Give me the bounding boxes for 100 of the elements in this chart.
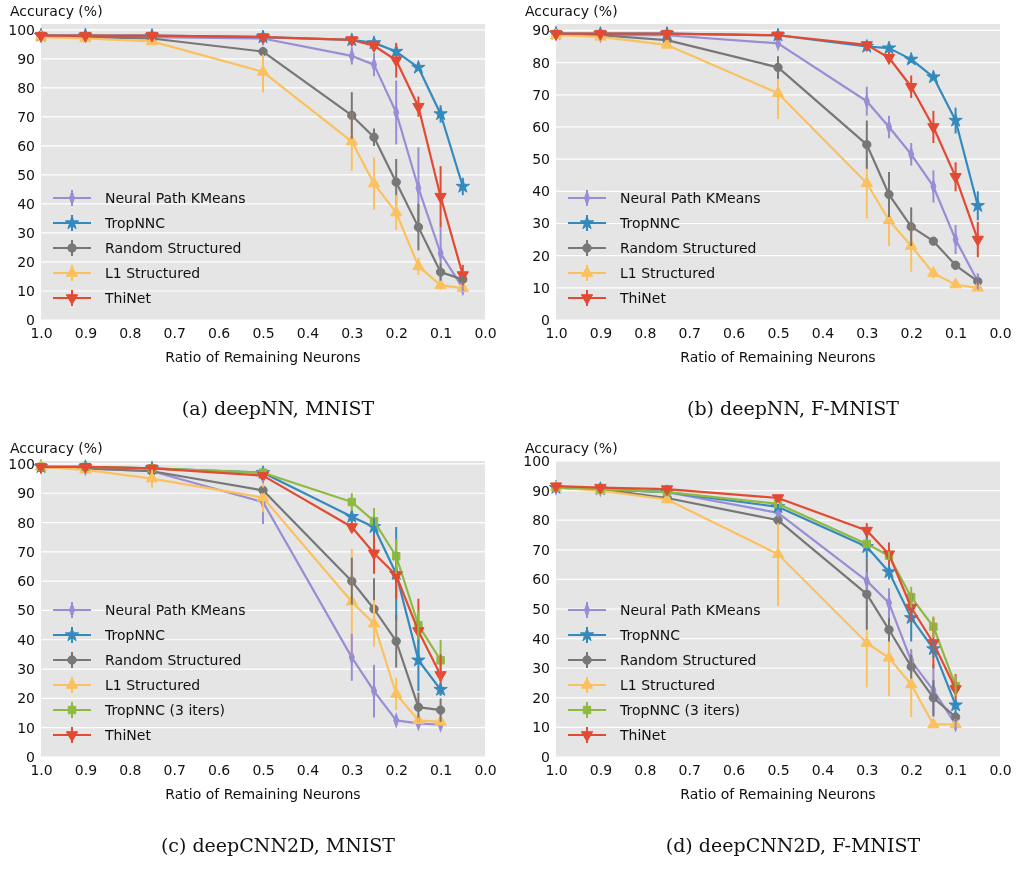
y-tick-label: 80 [532, 512, 550, 529]
x-tick-label: 0.1 [429, 761, 453, 778]
x-tick-label: 0.0 [474, 324, 497, 341]
x-axis-title: Ratio of Remaining Neurons [165, 349, 361, 365]
legend-label: L1 Structured [620, 265, 716, 281]
legend-label: TropNNC [104, 627, 166, 643]
y-tick-label: 70 [17, 543, 35, 560]
y-axis-title: Accuracy (%) [10, 440, 103, 456]
y-tick-label: 30 [17, 661, 35, 678]
x-tick-label: 0.8 [119, 324, 142, 341]
text: (c) deepCNN2D, MNIST [160, 834, 396, 856]
x-axis-title: Ratio of Remaining Neurons [680, 349, 876, 365]
legend-label: TropNNC [104, 215, 166, 231]
x-tick-label: 0.7 [163, 761, 186, 778]
y-axis-title: Accuracy (%) [10, 3, 103, 19]
y-tick-label: 40 [17, 631, 35, 648]
x-tick-label: 0.6 [207, 324, 231, 341]
legend-label: ThiNet [104, 290, 152, 306]
x-axis-title: Ratio of Remaining Neurons [165, 786, 361, 802]
x-tick-label: 0.2 [385, 324, 408, 341]
x-tick-label: 0.1 [944, 324, 968, 341]
text: (a) deepNN, MNIST [181, 397, 375, 419]
x-tick-label: 0.3 [856, 324, 879, 341]
y-tick-label: 60 [17, 137, 35, 154]
y-tick-label: 10 [17, 719, 35, 736]
y-tick-label: 90 [17, 485, 35, 502]
y-tick-label: 10 [532, 279, 550, 296]
x-tick-label: 0.2 [900, 324, 923, 341]
legend-label: L1 Structured [620, 677, 716, 693]
legend-label: Neural Path KMeans [620, 602, 761, 618]
y-tick-label: 100 [8, 21, 35, 38]
legend-label: L1 Structured [105, 677, 201, 693]
y-tick-label: 80 [17, 79, 35, 96]
legend-label: TropNNC [619, 627, 681, 643]
y-tick-label: 80 [532, 54, 550, 71]
y-tick-label: 30 [532, 215, 550, 232]
x-tick-label: 0.5 [252, 324, 275, 341]
legend-label: Random Structured [105, 652, 242, 668]
x-tick-label: 0.4 [296, 761, 320, 778]
y-tick-label: 80 [17, 514, 35, 531]
x-tick-label: 0.4 [811, 324, 835, 341]
y-tick-label: 20 [17, 690, 35, 707]
legend-label: Random Structured [620, 240, 757, 256]
x-tick-label: 0.6 [722, 761, 746, 778]
x-tick-label: 0.9 [589, 324, 613, 341]
y-tick-label: 30 [532, 660, 550, 677]
legend-label: ThiNet [619, 727, 667, 743]
x-tick-label: 0.7 [163, 324, 186, 341]
legend-label: ThiNet [104, 727, 152, 743]
y-tick-label: 10 [532, 719, 550, 736]
x-tick-label: 0.8 [634, 761, 657, 778]
legend-label: L1 Structured [105, 265, 201, 281]
legend-label: TropNNC (3 iters) [619, 702, 740, 718]
text: (d) deepCNN2D, F-MNIST [665, 834, 921, 856]
y-axis-title: Accuracy (%) [525, 3, 618, 19]
y-tick-label: 40 [17, 195, 35, 212]
y-tick-label: 60 [17, 573, 35, 590]
y-tick-label: 90 [532, 22, 550, 39]
x-tick-label: 0.9 [74, 761, 98, 778]
legend-label: Neural Path KMeans [105, 602, 246, 618]
x-tick-label: 0.3 [341, 761, 364, 778]
x-tick-label: 0.5 [252, 761, 275, 778]
x-tick-label: 0.3 [341, 324, 364, 341]
legend-label: Random Structured [105, 240, 242, 256]
legend-label: TropNNC [619, 215, 681, 231]
y-tick-label: 70 [532, 86, 550, 103]
y-tick-label: 50 [532, 151, 550, 168]
y-tick-label: 20 [532, 689, 550, 706]
y-tick-label: 60 [532, 571, 550, 588]
x-tick-label: 0.8 [119, 761, 142, 778]
y-tick-label: 40 [532, 183, 550, 200]
x-tick-label: 0.3 [856, 761, 879, 778]
x-tick-label: 0.0 [474, 761, 497, 778]
y-tick-label: 10 [17, 282, 35, 299]
x-tick-label: 0.7 [678, 324, 701, 341]
y-tick-label: 70 [532, 541, 550, 558]
y-tick-label: 50 [17, 602, 35, 619]
x-axis-title: Ratio of Remaining Neurons [680, 786, 876, 802]
y-tick-label: 90 [17, 50, 35, 67]
y-tick-label: 20 [532, 247, 550, 264]
y-tick-label: 30 [17, 224, 35, 241]
legend-label: Random Structured [620, 652, 757, 668]
y-tick-label: 50 [532, 600, 550, 617]
x-tick-label: 0.2 [900, 761, 923, 778]
y-tick-label: 70 [17, 108, 35, 125]
y-tick-label: 100 [8, 455, 35, 472]
x-tick-label: 0.9 [74, 324, 98, 341]
x-tick-label: 0.0 [989, 761, 1012, 778]
legend-label: ThiNet [619, 290, 667, 306]
x-tick-label: 0.4 [811, 761, 835, 778]
x-tick-label: 0.5 [767, 324, 790, 341]
x-tick-label: 0.1 [429, 324, 453, 341]
x-tick-label: 0.7 [678, 761, 701, 778]
x-tick-label: 0.1 [944, 761, 968, 778]
legend-label: Neural Path KMeans [105, 190, 246, 206]
x-tick-label: 0.6 [722, 324, 746, 341]
y-tick-label: 90 [532, 482, 550, 499]
x-tick-label: 0.6 [207, 761, 231, 778]
x-tick-label: 0.0 [989, 324, 1012, 341]
x-tick-label: 0.5 [767, 761, 790, 778]
